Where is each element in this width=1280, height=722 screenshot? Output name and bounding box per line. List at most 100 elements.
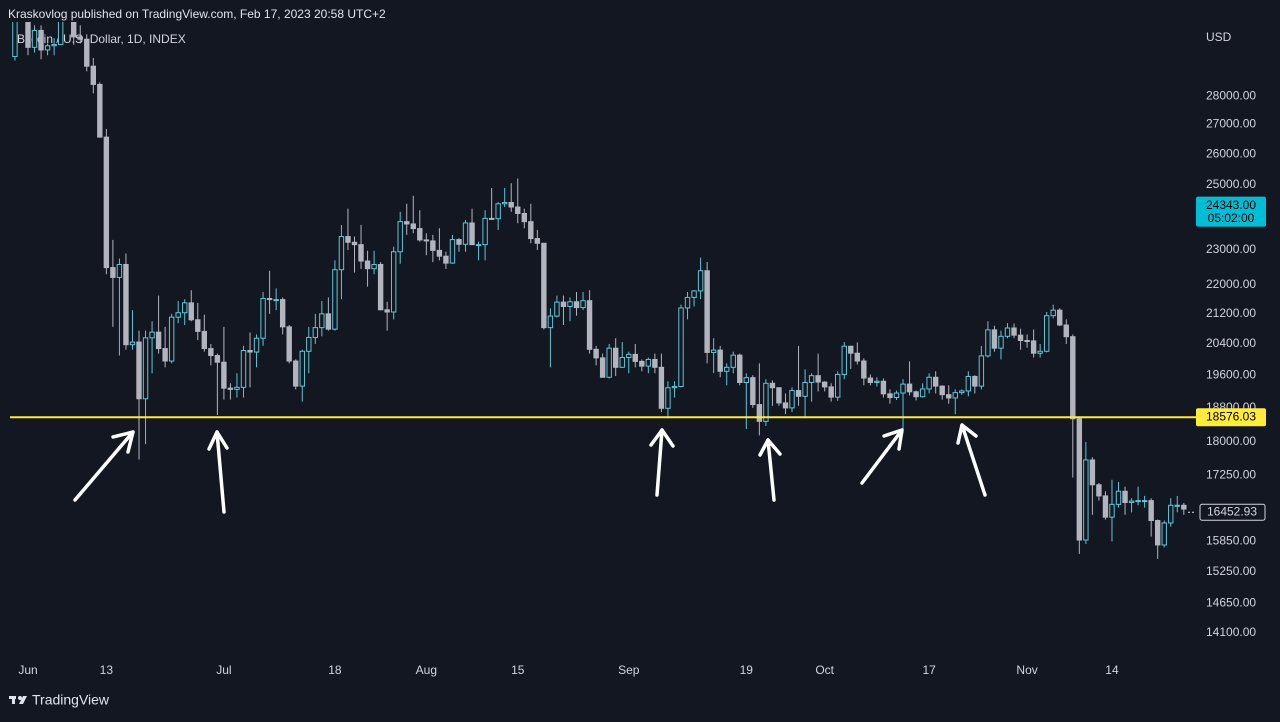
candle-body <box>795 390 802 397</box>
candle-body <box>77 36 83 40</box>
candle-body <box>919 388 926 398</box>
candle-body <box>626 353 632 358</box>
candle-body <box>952 392 958 399</box>
candle-body <box>84 38 90 67</box>
candle-body <box>1017 334 1024 342</box>
y-tick-label: 23000.00 <box>1206 242 1256 256</box>
arrows <box>73 423 987 514</box>
candle-body <box>332 269 338 330</box>
candle-body <box>1168 504 1174 524</box>
candle-body <box>848 345 854 354</box>
candle-body <box>25 22 31 48</box>
current-price-box <box>1196 196 1266 227</box>
candle-body <box>1037 350 1043 354</box>
x-tick-label: 19 <box>740 663 754 677</box>
candle-body <box>501 202 508 205</box>
candle-body <box>116 263 123 278</box>
candle-body <box>697 270 704 292</box>
candle-body <box>1004 327 1011 337</box>
candle-body <box>567 301 573 307</box>
candle-body <box>724 366 730 372</box>
candle-body <box>782 402 789 409</box>
candle-body <box>188 302 194 321</box>
countdown-label: 05:02:00 <box>1208 211 1255 225</box>
y-tick-label: 15250.00 <box>1206 564 1256 578</box>
last-price-label: 16452.93 <box>1207 504 1257 518</box>
candle-body <box>162 348 168 362</box>
candle-body <box>730 354 736 368</box>
candle-body <box>1154 520 1161 546</box>
candle-body <box>1174 504 1180 507</box>
candle-body <box>71 22 77 38</box>
candle-body <box>286 326 292 362</box>
candle-body <box>1050 309 1056 317</box>
candle-body <box>528 221 534 240</box>
candle-body <box>1135 500 1141 503</box>
candle-body <box>110 267 116 278</box>
candle-body <box>776 387 782 404</box>
candle-body <box>97 83 103 138</box>
candle-body <box>306 336 312 352</box>
y-tick-label: 22000.00 <box>1206 277 1256 291</box>
candle-body <box>802 381 808 397</box>
candle-body <box>821 381 828 388</box>
candle-body <box>946 394 952 399</box>
y-tick-label: 14100.00 <box>1206 625 1256 639</box>
x-tick-label: Nov <box>1016 663 1037 677</box>
x-tick-label: 13 <box>100 663 114 677</box>
candle-body <box>1141 500 1148 503</box>
candle-body <box>808 375 815 383</box>
y-tick-label: 17250.00 <box>1206 467 1256 481</box>
candle-body <box>436 249 443 257</box>
candle-body <box>534 238 541 244</box>
candle-body <box>978 355 985 387</box>
candle-body <box>854 352 861 362</box>
candle-body <box>390 251 397 313</box>
candle-body <box>495 203 501 220</box>
candle-body <box>1083 459 1089 541</box>
footer-brand: TradingView <box>32 692 110 708</box>
candle-body <box>554 301 560 317</box>
candle-body <box>1089 459 1096 486</box>
candle-body <box>155 331 162 350</box>
candle-body <box>234 386 240 390</box>
candle-body <box>358 244 364 262</box>
candle-body <box>815 375 821 383</box>
candle-body <box>456 239 462 245</box>
candle-body <box>488 217 495 220</box>
candle-body <box>208 348 214 357</box>
candle-body <box>991 329 998 349</box>
candle-body <box>31 29 38 48</box>
candle-body <box>221 361 227 389</box>
candle-body <box>273 299 279 302</box>
support-label-box <box>1196 408 1266 427</box>
candle-body <box>299 350 305 387</box>
candle-body <box>932 376 939 387</box>
candle-body <box>404 221 410 225</box>
candle-body <box>1102 495 1109 518</box>
candle-body <box>965 375 972 392</box>
candle-body <box>508 202 514 208</box>
candle-body <box>985 329 991 357</box>
candle-body <box>959 390 965 394</box>
candle-body <box>1057 309 1063 326</box>
x-tick-label: Oct <box>815 663 834 677</box>
candle-body <box>312 327 319 338</box>
x-tick-label: Aug <box>416 663 437 677</box>
y-tick-label: 19600.00 <box>1206 367 1256 381</box>
candle-body <box>195 319 201 332</box>
candle-body <box>260 297 266 339</box>
candle-body <box>704 270 710 353</box>
candle-body <box>1011 327 1017 336</box>
x-tick-label: Jul <box>216 663 231 677</box>
candle-body <box>547 315 554 329</box>
candle-body <box>227 387 234 390</box>
candle-body <box>632 353 638 362</box>
candle-body <box>835 373 841 398</box>
candle-body <box>691 290 697 298</box>
candle-body <box>240 349 247 388</box>
candle-body <box>103 136 110 269</box>
candle-body <box>867 377 874 383</box>
candle-body <box>253 337 260 353</box>
